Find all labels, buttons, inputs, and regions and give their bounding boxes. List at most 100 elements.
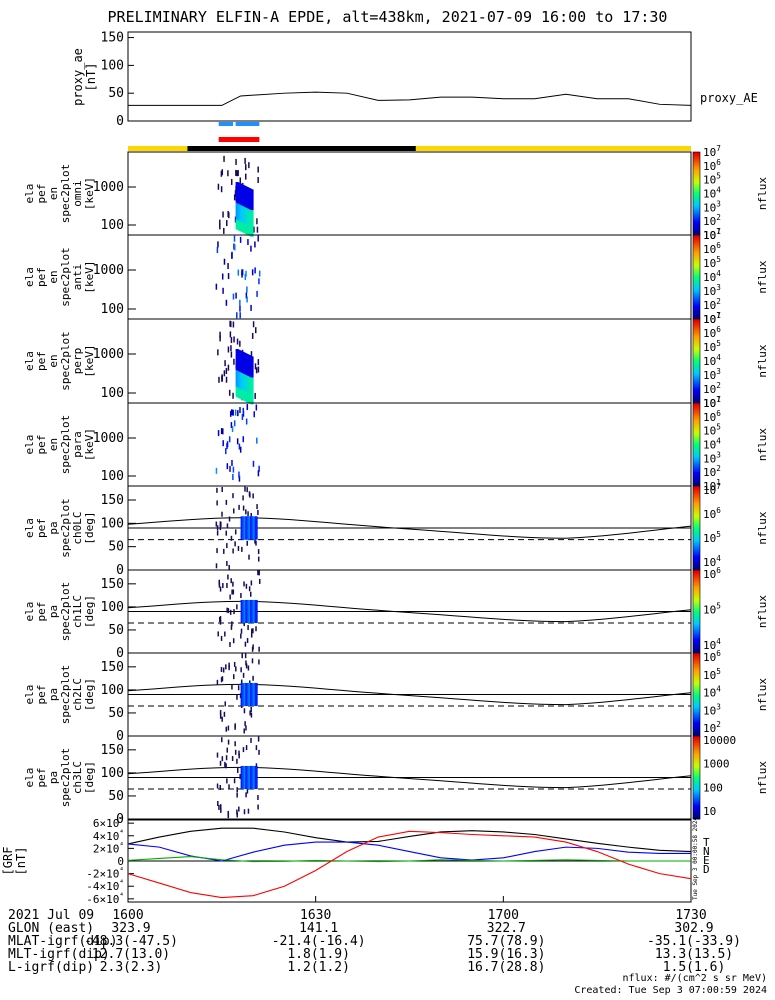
panel-perp-data-speckle	[250, 351, 253, 358]
panel-ch3LC-colorbar-cell	[693, 738, 700, 741]
panel-ch1LC-ylabel: elapefpaspec2plotch1LC[deg]	[23, 582, 96, 642]
panel-perp-data-speckle	[239, 340, 241, 347]
panel-ch1LC-colorbar-cell	[693, 586, 700, 590]
panel-ch1LC-data-speckle	[229, 641, 231, 647]
panel-anti-data-speckle	[245, 270, 247, 277]
panel-para-colorbar-cell	[693, 413, 700, 416]
panel-ch1LC-ytick-label: 150	[101, 577, 124, 592]
panel-para-data-speckle	[231, 426, 234, 433]
panel-para-data-speckle	[242, 436, 245, 443]
grf-ytick-label: 6×10⁴	[93, 815, 124, 830]
panel-ch0LC-colorbar-cell	[693, 544, 700, 548]
panel-ch3LC-data-speckle	[226, 747, 229, 753]
panel-ch1LC-data-speckle	[240, 593, 242, 599]
panel-omni-data-speckle	[227, 211, 229, 218]
proxy-ae-ytick-label: 50	[108, 86, 124, 101]
grf-ytick-label: 0	[117, 855, 124, 868]
panel-ch3LC-data-speckle	[220, 807, 222, 813]
panel-anti-colorbar-cell	[693, 293, 700, 297]
panel-ch1LC-colorbar-cell	[693, 644, 700, 648]
panel-ch2LC-colorbar-cell	[693, 679, 700, 683]
panel-ch0LC-boundary-curve	[127, 517, 692, 539]
panel-perp-colorbar-tick: 102	[703, 381, 721, 396]
panel-ch2LC-colorbar-cell	[693, 719, 700, 722]
orbit-row-value: 302.9	[674, 921, 713, 936]
panel-omni-data-speckle	[245, 164, 247, 171]
panel-ch0LC-data-speckle	[215, 521, 218, 527]
panel-ch3LC-data-cell	[251, 765, 255, 790]
panel-para-colorbar-cell	[693, 407, 700, 410]
panel-ch3LC-data-cell	[245, 765, 249, 790]
panel-ch1LC-data-speckle	[240, 633, 242, 639]
panel-omni-colorbar-cell	[693, 162, 700, 165]
panel-omni-frame	[127, 151, 692, 236]
panel-ch1LC-data-speckle	[258, 578, 261, 584]
panel-para-colorbar-cell	[693, 467, 700, 470]
panel-perp-data-speckle	[225, 367, 228, 374]
panel-ch0LC-colorbar-cell	[693, 540, 700, 544]
panel-ch3LC-data-speckle	[219, 760, 222, 766]
panel-ch2LC-data-speckle	[240, 667, 242, 673]
panel-anti-colorbar-tick: 102	[703, 297, 721, 312]
orbit-row-value: 141.1	[299, 921, 338, 936]
panel-ch1LC-colorbar-cell	[693, 642, 700, 646]
panel-ch2LC-data-speckle	[240, 679, 243, 685]
panel-anti-colorbar-cell	[693, 243, 700, 246]
panel-ch0LC-colorbar-cell	[693, 555, 700, 558]
panel-ch0LC-colorbar-cell	[693, 513, 700, 516]
panel-ch3LC-colorbar-cell	[693, 783, 700, 787]
grf-legend-T: T	[703, 836, 710, 849]
panel-ch2LC-data-speckle	[247, 665, 250, 671]
panel-omni-colorbar-tick: 101	[703, 227, 721, 242]
panel-para-colorbar-cell	[693, 473, 700, 477]
panel-ch0LC-colorbar-cell	[693, 559, 700, 563]
panel-para-data-speckle	[231, 409, 233, 416]
panel-ch3LC-data-speckle	[245, 792, 247, 798]
panel-ch1LC-colorbar-cell	[693, 619, 700, 623]
panel-omni-colorbar-cell	[693, 164, 700, 168]
panel-ch1LC-colorbar-cell	[693, 636, 700, 639]
panel-para-colorbar-cell	[693, 477, 700, 481]
panel-perp-data-speckle	[228, 389, 231, 396]
panel-perp-data-speckle	[219, 335, 221, 342]
panel-perp-colorbar-cell	[693, 363, 700, 366]
panel-ch0LC-ytick-label: 100	[101, 516, 124, 531]
panel-para-colorbar-cell	[693, 469, 700, 472]
panel-ch0LC-data-speckle	[216, 530, 219, 536]
panel-anti-colorbar-cell	[693, 306, 700, 309]
panel-ch3LC-colorbar-cell	[693, 760, 700, 764]
panel-ch2LC-colorbar-label: nflux	[756, 678, 769, 711]
panel-omni-colorbar-cell	[693, 170, 700, 174]
panel-para-data-speckle	[238, 471, 240, 478]
panel-omni-colorbar-cell	[693, 222, 700, 226]
panel-anti-data-speckle	[258, 278, 260, 285]
panel-para-colorbar-tick: 103	[703, 450, 721, 465]
panel-anti-colorbar-cell	[693, 304, 700, 307]
panel-anti-data-speckle	[216, 247, 219, 254]
panel-ch3LC-data-speckle	[247, 808, 250, 814]
panel-ch1LC-colorbar-cell	[693, 574, 700, 577]
panel-ch3LC-colorbar-cell	[693, 752, 700, 756]
panel-ch0LC-colorbar-cell	[693, 517, 700, 521]
panel-anti-colorbar-cell	[693, 312, 700, 316]
grf-ytick-label: -6×10⁴	[86, 891, 124, 906]
panel-ch3LC-colorbar-cell	[693, 756, 700, 760]
panel-ch2LC-ytick-label: 0	[116, 729, 124, 744]
panel-para-colorbar-cell	[693, 425, 700, 429]
panel-ch3LC-data-speckle	[221, 737, 223, 743]
panel-ch2LC-data-cell	[253, 682, 257, 707]
panel-ch0LC-data-speckle	[226, 543, 228, 549]
panel-ch2LC-colorbar-cell	[693, 665, 700, 669]
panel-ch2LC-data-speckle	[236, 694, 238, 700]
panel-ch0LC-colorbar-cell	[693, 519, 700, 523]
panel-ch0LC-colorbar-cell	[693, 567, 700, 571]
panel-ch3LC-data-cell	[248, 765, 252, 790]
orbit-row-value: -35.1(-33.9)	[647, 934, 741, 949]
panel-ch2LC-colorbar-cell	[693, 696, 700, 700]
panel-para-data-speckle	[228, 436, 231, 443]
panel-anti-colorbar-cell	[693, 279, 700, 282]
panel-ch3LC-colorbar-cell	[693, 779, 700, 783]
panel-ch1LC-data-speckle	[255, 626, 257, 632]
panel-omni-colorbar-cell	[693, 195, 700, 199]
panel-perp-colorbar-cell	[693, 377, 700, 381]
